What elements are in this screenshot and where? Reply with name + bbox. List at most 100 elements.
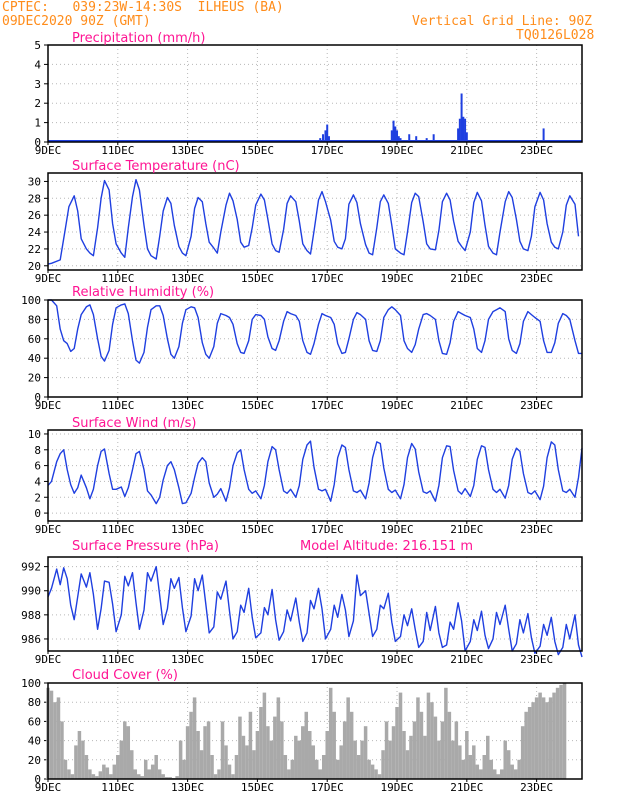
temp-xtick-label: 21DEC bbox=[450, 272, 483, 285]
cloud-xtick-label: 19DEC bbox=[380, 781, 413, 794]
precip-ytick-label: 1 bbox=[34, 117, 41, 130]
precip-bar bbox=[408, 134, 411, 142]
pres-xtick-label: 21DEC bbox=[450, 653, 483, 666]
cloud-title: Cloud Cover (%) bbox=[72, 668, 178, 683]
temp-ytick-label: 26 bbox=[28, 209, 41, 222]
cloud-xtick-label: 9DEC bbox=[35, 781, 62, 794]
cloud-xtick-label: 15DEC bbox=[241, 781, 274, 794]
cloud-area-bar bbox=[492, 769, 497, 779]
cloud-area-bar bbox=[273, 716, 277, 779]
wind-xtick-label: 21DEC bbox=[450, 523, 483, 536]
precip-ytick-label: 5 bbox=[34, 39, 41, 52]
cloud-area-bar bbox=[199, 750, 204, 779]
cloud-area-bar bbox=[552, 692, 556, 779]
cloud-area-bar bbox=[269, 740, 274, 779]
cloud-area-bar bbox=[63, 759, 68, 779]
temp-xtick-label: 9DEC bbox=[35, 272, 62, 285]
rh-xtick-label: 23DEC bbox=[520, 399, 553, 412]
wind-frame bbox=[47, 429, 583, 522]
pres-annotation: Model Altitude: 216.151 m bbox=[300, 539, 473, 554]
cloud-area-bar bbox=[342, 721, 347, 779]
rh-frame bbox=[47, 299, 583, 398]
header-grid-note: Vertical Grid Line: 90Z bbox=[412, 14, 593, 29]
rh-xtick-label: 13DEC bbox=[171, 399, 204, 412]
cloud-area-bar bbox=[109, 774, 113, 779]
pres-ytick-label: 986 bbox=[21, 633, 41, 646]
cloud-area-bar bbox=[538, 692, 542, 779]
wind-xtick-label: 19DEC bbox=[380, 523, 413, 536]
cloud-area-bar bbox=[308, 731, 312, 779]
cloud-area-bar bbox=[353, 740, 357, 779]
cloud-area-bar bbox=[405, 750, 410, 779]
cloud-area-bar bbox=[238, 716, 242, 779]
precip-xtick-label: 11DEC bbox=[101, 144, 134, 157]
cloud-area-bar bbox=[447, 711, 452, 779]
wind-xtick-label: 23DEC bbox=[520, 523, 553, 536]
cloud-area-bar bbox=[426, 692, 431, 779]
cloud-area-bar bbox=[475, 764, 480, 779]
cloud-area-bar bbox=[105, 767, 110, 779]
precip-xtick-label: 13DEC bbox=[171, 144, 204, 157]
cloud-area-bar bbox=[102, 764, 106, 779]
cloud-area-bar bbox=[360, 740, 364, 779]
cloud-area-bar bbox=[53, 702, 57, 779]
temp-ytick-label: 30 bbox=[28, 175, 41, 188]
cloud-area-bar bbox=[503, 740, 507, 779]
cloud-area-bar bbox=[555, 687, 560, 779]
header-date: 09DEC2020 90Z (GMT) bbox=[2, 14, 151, 29]
cloud-area-bar bbox=[189, 711, 193, 779]
cloud-area-bar bbox=[520, 726, 525, 779]
precip-xtick-label: 21DEC bbox=[450, 144, 483, 157]
cloud-area-bar bbox=[280, 721, 284, 779]
cloud-area-bar bbox=[290, 759, 295, 779]
cloud-area-bar bbox=[437, 740, 441, 779]
cloud-area-bar bbox=[276, 697, 281, 779]
cloud-area-bar bbox=[451, 740, 455, 779]
rh-title: Relative Humidity (%) bbox=[72, 285, 214, 300]
cloud-area-bar bbox=[349, 711, 354, 779]
rh-xtick-label: 15DEC bbox=[241, 399, 274, 412]
cloud-area-bar bbox=[178, 740, 183, 779]
cloud-area-bar bbox=[95, 776, 99, 779]
precip-xtick-label: 9DEC bbox=[35, 144, 62, 157]
cloud-area-bar bbox=[77, 731, 82, 779]
cloud-area-bar bbox=[328, 687, 333, 779]
precip-bar bbox=[394, 126, 397, 142]
temp-xtick-label: 17DEC bbox=[311, 272, 344, 285]
cloud-area-bar bbox=[241, 735, 246, 779]
cloud-area-bar bbox=[196, 731, 200, 779]
cloud-area-bar bbox=[283, 755, 288, 779]
precip-xtick-label: 17DEC bbox=[311, 144, 344, 157]
cloud-area-bar bbox=[402, 731, 406, 779]
pres-xtick-label: 13DEC bbox=[171, 653, 204, 666]
precip-bar bbox=[458, 118, 461, 142]
precip-bar bbox=[397, 136, 400, 142]
temp-xtick-label: 19DEC bbox=[380, 272, 413, 285]
cloud-area-bar bbox=[133, 769, 138, 779]
cloud-area-bar bbox=[384, 721, 389, 779]
cloud-frame bbox=[47, 682, 583, 780]
cloud-area-bar bbox=[412, 721, 417, 779]
cloud-area-bar bbox=[374, 769, 378, 779]
cloud-area-bar bbox=[332, 711, 336, 779]
rh-ytick-label: 20 bbox=[28, 372, 41, 385]
precip-bar bbox=[465, 132, 468, 142]
cloud-area-bar bbox=[70, 774, 75, 779]
rh-xtick-label: 21DEC bbox=[450, 399, 483, 412]
precip-bar bbox=[327, 136, 330, 142]
cloud-area-bar bbox=[506, 750, 511, 779]
cloud-xtick-label: 23DEC bbox=[520, 781, 553, 794]
cloud-xtick-label: 11DEC bbox=[101, 781, 134, 794]
cloud-area-bar bbox=[185, 726, 190, 779]
precip-xtick-label: 19DEC bbox=[380, 144, 413, 157]
cloud-area-bar bbox=[150, 764, 155, 779]
cloud-area-bar bbox=[203, 726, 207, 779]
cloud-area-bar bbox=[81, 740, 85, 779]
cloud-area-bar bbox=[534, 697, 539, 779]
cloud-area-bar bbox=[311, 745, 316, 779]
temp-xtick-label: 13DEC bbox=[171, 272, 204, 285]
wind-ytick-label: 8 bbox=[34, 444, 41, 457]
precip-bar bbox=[390, 130, 393, 142]
precip-bar bbox=[322, 134, 325, 142]
cloud-area-bar bbox=[252, 750, 256, 779]
